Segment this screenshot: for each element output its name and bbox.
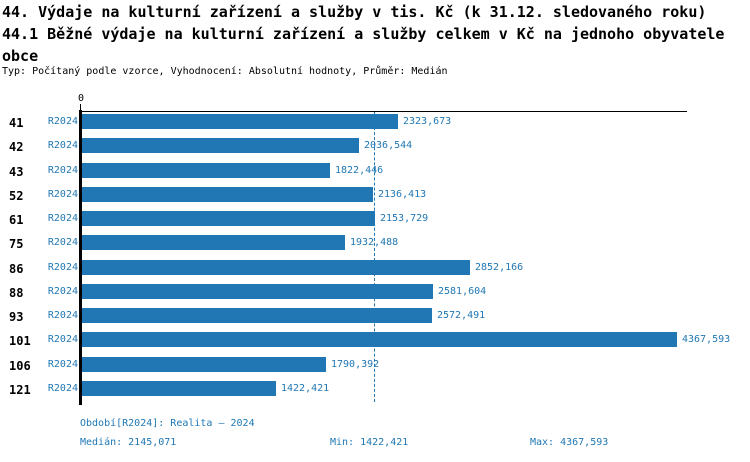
value-label: 1790,392 <box>331 359 380 370</box>
value-label: 2323,673 <box>403 116 452 127</box>
category-label: 106 <box>9 359 31 373</box>
value-label: 1932,488 <box>350 237 399 248</box>
chart-subtitle: Typ: Počítaný podle vzorce, Vyhodnocení:… <box>2 66 448 77</box>
value-label: 2153,729 <box>380 213 429 224</box>
footer-min-stat: Min: 1422,421 <box>330 437 409 448</box>
series-period-label: R2024 <box>47 286 78 297</box>
series-period-label: R2024 <box>47 140 78 151</box>
page-title-line1: 44. Výdaje na kulturní zařízení a služby… <box>2 3 707 21</box>
value-label: 1422,421 <box>281 383 330 394</box>
bar <box>82 163 330 178</box>
value-label: 4367,593 <box>682 334 731 345</box>
category-label: 43 <box>9 165 24 179</box>
page-title-line2: 44.1 Běžné výdaje na kulturní zařízení a… <box>2 25 725 43</box>
category-label: 52 <box>9 189 24 203</box>
series-period-label: R2024 <box>47 359 78 370</box>
bar <box>82 187 373 202</box>
bar <box>82 332 677 347</box>
median-reference-line <box>374 112 375 402</box>
series-period-label: R2024 <box>47 310 78 321</box>
footer-period: Období[R2024]: Realita – 2024 <box>80 418 255 429</box>
footer-max-stat: Max: 4367,593 <box>530 437 609 448</box>
category-label: 121 <box>9 383 31 397</box>
category-label: 42 <box>9 140 24 154</box>
bar <box>82 308 432 323</box>
value-label: 2581,604 <box>438 286 487 297</box>
x-axis-line <box>80 111 687 112</box>
bar <box>82 260 470 275</box>
series-period-label: R2024 <box>47 116 78 127</box>
bar <box>82 357 326 372</box>
series-period-label: R2024 <box>47 334 78 345</box>
x-axis-zero-tick <box>80 104 81 111</box>
category-label: 86 <box>9 262 24 276</box>
x-axis-zero-label: 0 <box>77 93 85 104</box>
series-period-label: R2024 <box>47 262 78 273</box>
category-label: 88 <box>9 286 24 300</box>
footer-median-stat: Medián: 2145,071 <box>80 437 177 448</box>
series-period-label: R2024 <box>47 189 78 200</box>
value-label: 1822,446 <box>335 165 384 176</box>
bar <box>82 114 398 129</box>
value-label: 2852,166 <box>475 262 524 273</box>
category-label: 41 <box>9 116 24 130</box>
bar <box>82 235 345 250</box>
series-period-label: R2024 <box>47 213 78 224</box>
bar <box>82 138 359 153</box>
category-label: 61 <box>9 213 24 227</box>
value-label: 2136,413 <box>378 189 427 200</box>
value-label: 2572,491 <box>437 310 486 321</box>
bar <box>82 211 375 226</box>
bar <box>82 284 433 299</box>
series-period-label: R2024 <box>47 237 78 248</box>
category-label: 75 <box>9 237 24 251</box>
series-period-label: R2024 <box>47 383 78 394</box>
value-label: 2036,544 <box>364 140 413 151</box>
bar <box>82 381 276 396</box>
category-label: 101 <box>9 334 31 348</box>
y-axis-line <box>79 110 82 405</box>
series-period-label: R2024 <box>47 165 78 176</box>
category-label: 93 <box>9 310 24 324</box>
page-title-line3: obce <box>2 47 39 65</box>
